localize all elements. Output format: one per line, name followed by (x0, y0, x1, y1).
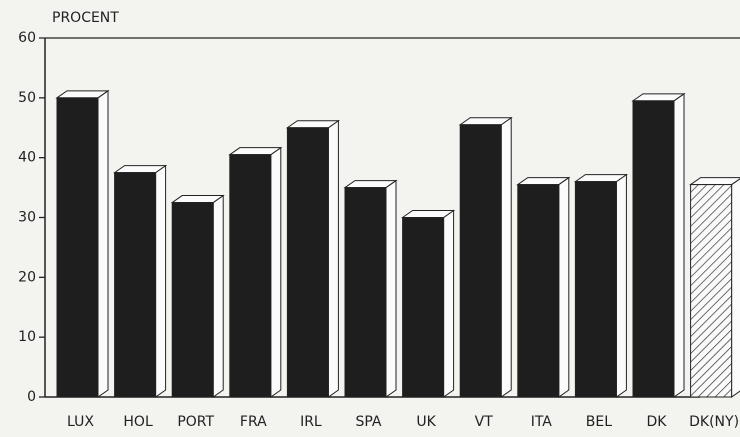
bar-side (500, 116, 512, 398)
y-tick-label: 30 (18, 210, 36, 226)
bar-top (516, 177, 571, 186)
y-tick-label: 20 (18, 269, 36, 285)
x-tick-label: VT (475, 414, 494, 430)
bar (229, 154, 272, 398)
bar (574, 181, 617, 398)
bar-top (401, 210, 456, 218)
x-tick-label: SPA (355, 414, 381, 430)
bar-side (558, 176, 570, 398)
bar (517, 184, 560, 398)
bar-top (55, 90, 110, 99)
x-tick-label: HOL (123, 414, 153, 430)
x-tick-label: BEL (586, 414, 612, 430)
bar-top (689, 177, 740, 186)
bar (56, 97, 99, 398)
bar-top (228, 147, 283, 156)
bar-side (615, 173, 627, 398)
bar-top (285, 120, 340, 129)
bar (632, 100, 675, 398)
y-tick-label: 60 (18, 30, 36, 46)
x-tick-label: IRL (300, 414, 322, 430)
bar-side (97, 89, 109, 398)
y-axis-label: PROCENT (52, 10, 119, 26)
y-tick-label: 0 (27, 389, 36, 405)
bar-side (327, 119, 339, 398)
bar (459, 124, 502, 398)
bar-top (113, 165, 168, 174)
bar-side (155, 164, 167, 398)
bar-top (343, 180, 398, 189)
bar-side (385, 179, 397, 398)
x-tick-label: LUX (67, 414, 94, 430)
bar-top (170, 195, 225, 204)
bar-top (458, 117, 513, 126)
x-tick-label: FRA (240, 414, 267, 430)
bar (344, 187, 387, 398)
x-tick-label: DK(NY) (689, 414, 739, 430)
bar (114, 172, 157, 398)
bar (402, 217, 445, 398)
bar-side (212, 194, 224, 398)
x-tick-label: DK (647, 414, 668, 430)
bar (171, 202, 214, 398)
bar (690, 184, 733, 398)
x-tick-label: UK (416, 414, 436, 430)
bar-top (573, 174, 628, 183)
x-tick-label: PORT (177, 414, 214, 430)
bar-side (731, 178, 740, 398)
bar-top (631, 93, 686, 102)
y-tick-label: 10 (18, 329, 36, 345)
y-tick-label: 40 (18, 150, 36, 166)
bar-side (673, 92, 685, 398)
y-tick-label: 50 (18, 90, 36, 106)
x-tick-label: ITA (531, 414, 553, 430)
bar-side (443, 209, 455, 398)
bar-side (270, 146, 282, 398)
bar (286, 127, 329, 398)
